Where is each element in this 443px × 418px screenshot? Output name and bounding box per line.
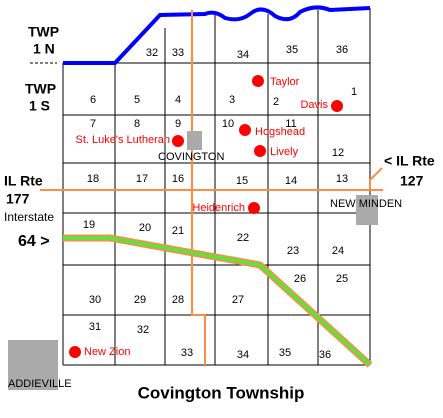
section-number: 22	[237, 232, 249, 244]
river	[63, 5, 371, 65]
section-number: 23	[287, 245, 299, 257]
church-label: Hogshead	[255, 126, 305, 138]
church-label: Taylor	[270, 76, 300, 88]
town-label: NEW MINDEN	[330, 198, 402, 210]
section-number: 3	[229, 94, 235, 106]
section-number: 33	[181, 347, 193, 359]
section-number: 15	[236, 175, 248, 187]
section-number: 25	[336, 273, 348, 285]
church-dot	[248, 202, 260, 214]
section-number: 31	[89, 321, 101, 333]
section-number: 9	[175, 118, 181, 130]
section-number: 6	[90, 94, 96, 106]
section-number: 10	[222, 118, 234, 130]
section-number: 30	[89, 294, 101, 306]
section-number: 32	[137, 324, 149, 336]
section-number: 16	[172, 173, 184, 185]
church-dot	[331, 100, 343, 112]
section-number: 21	[172, 225, 184, 237]
interstate-center	[63, 236, 372, 367]
map-title: Covington Township	[138, 383, 305, 402]
covington-square	[187, 131, 202, 150]
section-number: 13	[336, 173, 348, 185]
section-number: 11	[285, 118, 296, 130]
section-number: 24	[332, 245, 344, 257]
church-dot	[239, 124, 251, 136]
section-number: 1	[351, 86, 357, 98]
twp-label: TWP	[28, 24, 59, 40]
route-label: 177	[6, 191, 30, 207]
addieville-square	[8, 340, 58, 390]
church-dot	[252, 75, 264, 87]
section-number: 28	[172, 294, 184, 306]
route-label: < IL Rte	[384, 153, 435, 169]
twp-label: 1 N	[33, 41, 55, 57]
route-label: IL Rte	[4, 173, 43, 189]
twp-label: 1 S	[29, 98, 50, 114]
section-number: 19	[83, 219, 95, 231]
church-label: Davis	[300, 99, 328, 111]
church-dot	[172, 135, 184, 147]
section-number: 20	[139, 222, 151, 234]
section-number: 18	[87, 173, 99, 185]
section-number: 17	[136, 173, 148, 185]
section-number: 32	[146, 47, 158, 59]
section-number: 35	[286, 44, 298, 56]
route-label: 127	[400, 173, 424, 189]
section-number: 35	[279, 347, 291, 359]
section-number: 5	[134, 94, 140, 106]
section-number: 27	[232, 294, 244, 306]
section-number: 26	[294, 273, 306, 285]
section-number: 7	[90, 118, 96, 130]
section-number: 34	[237, 49, 249, 61]
church-dot	[69, 346, 81, 358]
church-label: Heidenrich	[192, 202, 245, 214]
church-label: St. Luke's Lutheran	[76, 134, 170, 146]
section-number: 8	[134, 118, 140, 130]
section-number: 2	[273, 96, 279, 108]
section-number: 29	[134, 294, 146, 306]
twp-label: TWP	[25, 81, 56, 97]
section-number: 36	[319, 349, 331, 361]
section-number: 34	[237, 349, 249, 361]
section-number: 4	[175, 94, 181, 106]
town-label: ADDIEVILLE	[8, 378, 72, 390]
section-number: 14	[285, 175, 297, 187]
route-label: Interstate	[4, 210, 54, 224]
section-number: 12	[332, 147, 344, 159]
new-minden-square	[356, 195, 378, 225]
church-dot	[254, 145, 266, 157]
town-label: COVINGTON	[158, 151, 224, 163]
roads	[40, 10, 383, 365]
section-number: 33	[172, 47, 184, 59]
church-label: New Zion	[84, 346, 130, 358]
church-label: Lively	[270, 146, 299, 158]
section-number: 36	[336, 44, 348, 56]
route-label: 64 >	[18, 233, 50, 250]
